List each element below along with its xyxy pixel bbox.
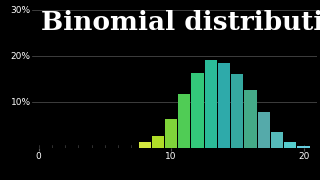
Bar [244,90,257,148]
Bar [139,142,151,148]
Text: Binomial distribution: Binomial distribution [41,10,320,35]
Bar [258,112,270,148]
Bar [205,60,217,148]
Bar [218,63,230,148]
Bar [191,73,204,148]
Bar [298,146,310,148]
Bar [178,94,190,148]
Bar [284,142,296,148]
Bar [231,74,244,148]
Bar [271,132,283,148]
Bar [152,136,164,148]
Bar [165,119,177,148]
